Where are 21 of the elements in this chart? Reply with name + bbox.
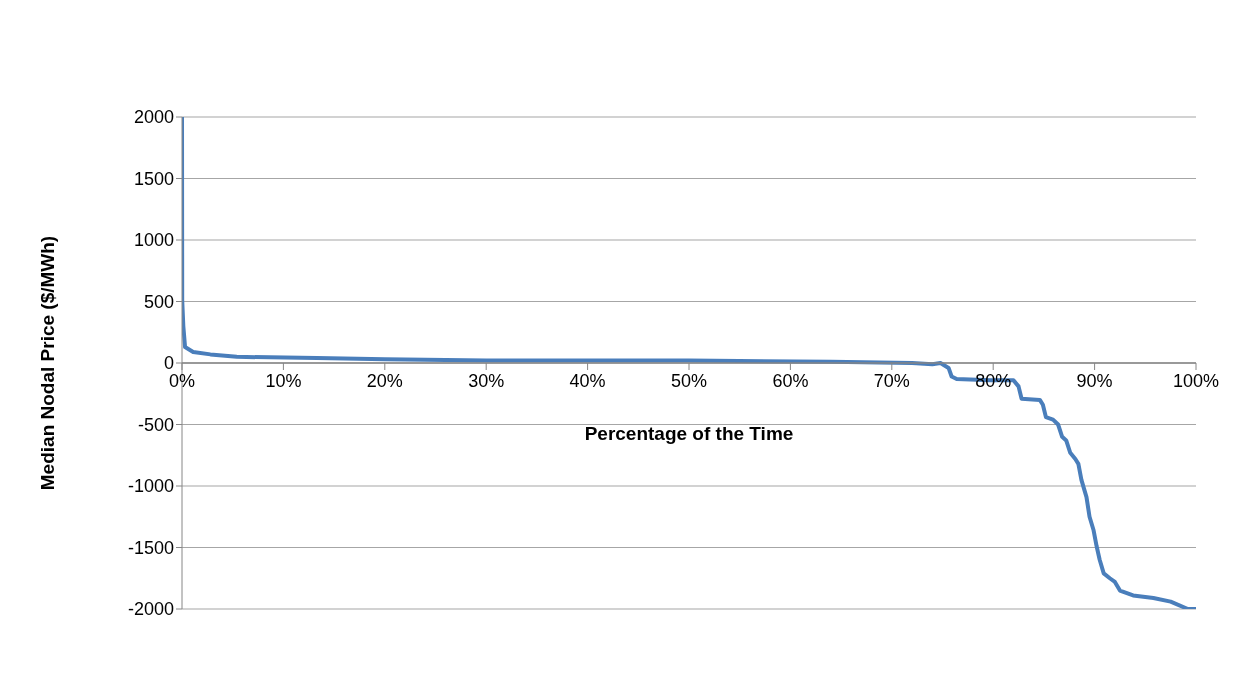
y-tick-label: 2000 — [133, 107, 174, 128]
x-tick-label: 50% — [670, 371, 708, 391]
x-tick-label: 90% — [1076, 371, 1113, 391]
x-tick-label: 40% — [569, 371, 606, 391]
y-tick-label: -1500 — [127, 537, 174, 558]
x-tick-label: 0% — [168, 371, 196, 391]
y-tick-label: 0 — [163, 353, 174, 374]
y-tick-label: 1500 — [133, 168, 174, 189]
x-tick-label: 30% — [468, 371, 505, 391]
x-tick-label: 100% — [1172, 371, 1220, 391]
x-tick-label: 70% — [873, 371, 910, 391]
y-tick-label: -1000 — [127, 476, 174, 497]
y-tick-label: 500 — [143, 291, 174, 312]
x-tick-label: 20% — [366, 371, 403, 391]
y-tick-label: -500 — [137, 414, 174, 435]
x-tick-label: 10% — [265, 371, 302, 391]
y-tick-label: -2000 — [127, 599, 174, 620]
y-axis-title: Median Nodal Price ($/MWh) — [37, 235, 59, 491]
y-tick-label: 1000 — [133, 230, 174, 251]
x-axis-title: Percentage of the Time — [583, 423, 795, 445]
x-tick-label: 60% — [772, 371, 809, 391]
